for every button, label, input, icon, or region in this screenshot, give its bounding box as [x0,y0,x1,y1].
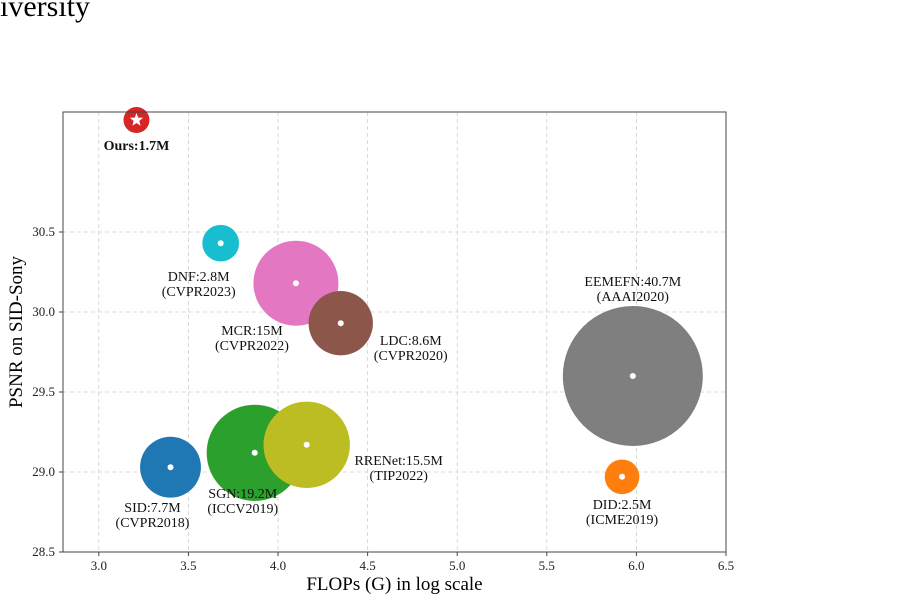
y-tick-label: 30.5 [32,224,55,239]
x-tick-label: 5.5 [539,558,555,573]
y-tick-label: 29.0 [32,464,55,479]
bubble-labels: Ours:1.7MDNF:2.8M(CVPR2023)MCR:15M(CVPR2… [104,139,682,531]
y-tick-label: 28.5 [32,544,55,559]
bubble-series [123,107,703,501]
x-tick-label: 6.5 [718,558,734,573]
bubble-venue-label: (CVPR2020) [374,349,448,364]
y-axis-title: PSNR on SID-Sony [6,255,27,408]
bubble-center-dot [303,441,310,448]
bubble-label: RRENet:15.5M [355,454,444,469]
bubble-venue-label: (AAAI2020) [597,290,670,305]
x-tick-label: 4.5 [359,558,375,573]
x-axis-title: FLOPs (G) in log scale [306,574,482,595]
x-tick-label: 3.0 [91,558,107,573]
bubble-label: EEMEFN:40.7M [584,275,681,290]
bubble-venue-label: (CVPR2018) [116,516,190,531]
plot-frame [62,111,727,553]
bubble-venue-label: (ICME2019) [586,513,659,528]
bubble-label: DID:2.5M [593,498,652,513]
x-tick-label: 3.5 [180,558,196,573]
bubble-label: SID:7.7M [124,501,181,516]
bubble-venue-label: (CVPR2022) [215,339,289,354]
bubble-label: Ours:1.7M [104,139,170,154]
x-tick-label: 6.0 [628,558,644,573]
bubble-label: LDC:8.6M [380,334,442,349]
x-tick-label: 4.0 [270,558,286,573]
header-text-fragment: iversity [0,0,90,23]
bubble-venue-label: (TIP2022) [370,469,429,484]
bubble-center-dot [619,473,626,480]
bubble-center-dot [629,373,636,379]
bubble-venue-label: (CVPR2023) [162,285,236,300]
bubble-center-dot [167,464,174,471]
y-tick-label: 29.5 [32,384,55,399]
bubble-label: SGN:19.2M [208,487,277,502]
x-tick-label: 5.0 [449,558,465,573]
star-marker-icon [129,113,144,126]
bubble-label: MCR:15M [221,324,283,339]
y-tick-label: 30.0 [32,304,55,319]
bubble-center-dot [251,449,258,456]
bubble-center-dot [292,280,299,287]
bubble-venue-label: (ICCV2019) [207,502,278,517]
bubble-label: DNF:2.8M [168,270,230,285]
axis-ticks: 3.0 3.5 4.0 4.5 5.0 5.5 6.0 6.5 28.5 29.0 29.5 30.0… [32,224,734,573]
bubble-center-dot [337,320,344,327]
bubble-center-dot [217,240,224,247]
